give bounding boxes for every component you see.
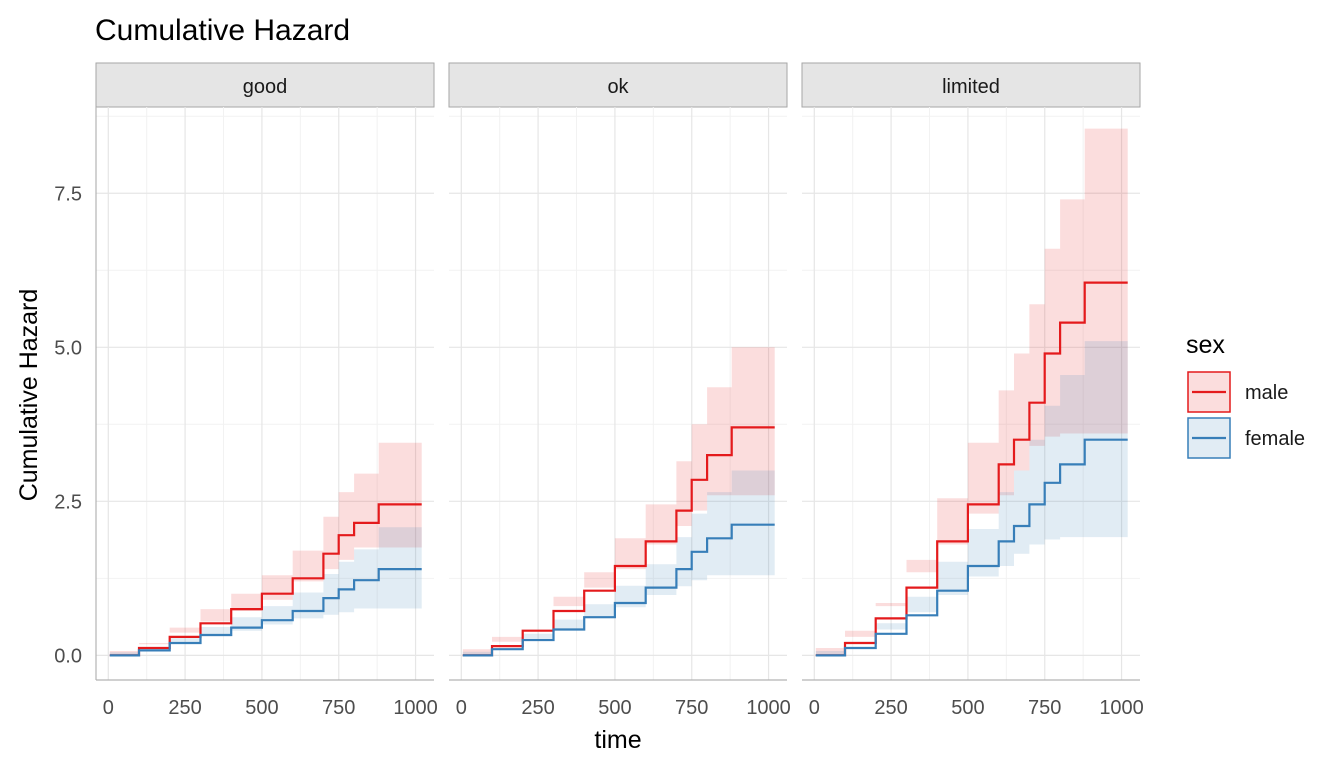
hazard-line-female: [815, 438, 1128, 657]
x-tick-label: 1000: [393, 697, 438, 719]
x-tick-label: 0: [103, 697, 114, 719]
confidence-band-female: [109, 527, 422, 656]
x-tick-label: 250: [521, 697, 554, 719]
y-tick-label: 0.0: [54, 645, 82, 667]
facet-panel-good: good 0 250 500 750 1000: [95, 62, 438, 719]
x-tick-label: 1000: [746, 697, 791, 719]
hazard-line-male: [462, 426, 775, 657]
legend-title: sex: [1186, 331, 1225, 359]
hazard-line-male: [815, 281, 1128, 657]
confidence-band-male: [109, 442, 422, 656]
legend-label-female: female: [1245, 428, 1305, 450]
confidence-band-male: [462, 347, 775, 656]
confidence-band-female: [815, 341, 1128, 656]
y-axis-title: Cumulative Hazard: [15, 289, 43, 502]
facet-strip-label: good: [243, 76, 288, 98]
facet-strip: [448, 62, 788, 108]
x-axis-title: time: [594, 726, 641, 754]
x-tick-label: 750: [1028, 697, 1061, 719]
facet-panels: 0.0 2.5 5.0 7.5 good 0 250 500 750 1000 ok 0 250 500 7…: [54, 62, 1144, 719]
x-tick-label: 500: [951, 697, 984, 719]
facet-strip-label: ok: [607, 76, 629, 98]
x-tick-label: 500: [245, 697, 278, 719]
legend-item-female: female: [1187, 417, 1305, 459]
facet-strip-label: limited: [942, 76, 1000, 98]
facet-panel-ok: ok 0 250 500 750 1000: [448, 62, 791, 719]
facet-strip: [801, 62, 1141, 108]
y-tick-label: 2.5: [54, 491, 82, 513]
legend: sex male female: [1186, 331, 1305, 459]
confidence-band-male: [815, 128, 1128, 656]
x-tick-label: 1000: [1099, 697, 1144, 719]
legend-label-male: male: [1245, 382, 1288, 404]
x-tick-label: 750: [322, 697, 355, 719]
hazard-line-female: [462, 523, 775, 657]
x-tick-label: 500: [598, 697, 631, 719]
x-tick-label: 250: [874, 697, 907, 719]
x-tick-label: 250: [168, 697, 201, 719]
facet-strip: [95, 62, 435, 108]
x-tick-label: 750: [675, 697, 708, 719]
legend-item-male: male: [1187, 371, 1288, 413]
hazard-line-female: [109, 568, 422, 657]
confidence-band-female: [462, 470, 775, 656]
y-tick-label: 7.5: [54, 183, 82, 205]
facet-panel-limited: limited 0 250 500 750 1000: [801, 62, 1144, 719]
x-tick-label: 0: [809, 697, 820, 719]
x-tick-label: 0: [456, 697, 467, 719]
y-tick-label: 5.0: [54, 337, 82, 359]
chart-title: Cumulative Hazard: [95, 14, 350, 47]
